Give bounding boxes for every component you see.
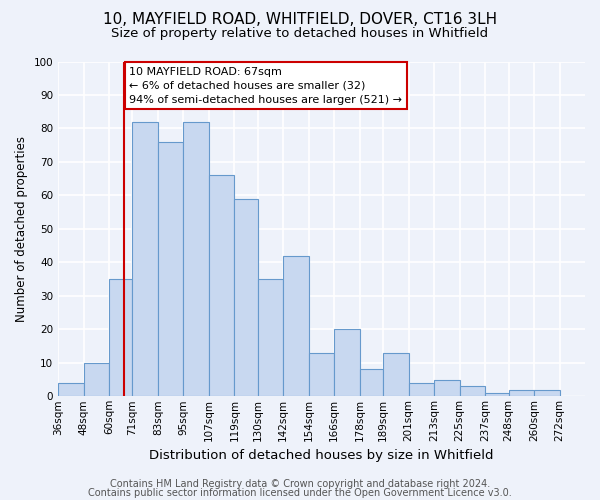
Bar bbox=[83, 363, 109, 396]
Bar bbox=[133, 122, 158, 396]
Text: 10, MAYFIELD ROAD, WHITFIELD, DOVER, CT16 3LH: 10, MAYFIELD ROAD, WHITFIELD, DOVER, CT1… bbox=[103, 12, 497, 28]
Bar bbox=[534, 390, 560, 396]
Bar bbox=[58, 383, 83, 396]
Bar bbox=[460, 386, 485, 396]
Text: Contains HM Land Registry data © Crown copyright and database right 2024.: Contains HM Land Registry data © Crown c… bbox=[110, 479, 490, 489]
Bar bbox=[409, 383, 434, 396]
Bar bbox=[109, 279, 133, 396]
Bar bbox=[235, 199, 258, 396]
Bar bbox=[383, 352, 409, 397]
Bar bbox=[258, 279, 283, 396]
Text: 10 MAYFIELD ROAD: 67sqm
← 6% of detached houses are smaller (32)
94% of semi-det: 10 MAYFIELD ROAD: 67sqm ← 6% of detached… bbox=[129, 66, 402, 104]
Bar bbox=[485, 393, 509, 396]
Bar bbox=[209, 176, 235, 396]
Bar bbox=[184, 122, 209, 396]
Bar bbox=[158, 142, 184, 397]
Bar bbox=[334, 330, 360, 396]
Bar bbox=[283, 256, 309, 396]
Text: Size of property relative to detached houses in Whitfield: Size of property relative to detached ho… bbox=[112, 28, 488, 40]
Bar bbox=[360, 370, 383, 396]
Text: Contains public sector information licensed under the Open Government Licence v3: Contains public sector information licen… bbox=[88, 488, 512, 498]
Bar bbox=[309, 352, 334, 397]
Bar bbox=[509, 390, 534, 396]
Y-axis label: Number of detached properties: Number of detached properties bbox=[15, 136, 28, 322]
Bar bbox=[434, 380, 460, 396]
X-axis label: Distribution of detached houses by size in Whitfield: Distribution of detached houses by size … bbox=[149, 450, 494, 462]
